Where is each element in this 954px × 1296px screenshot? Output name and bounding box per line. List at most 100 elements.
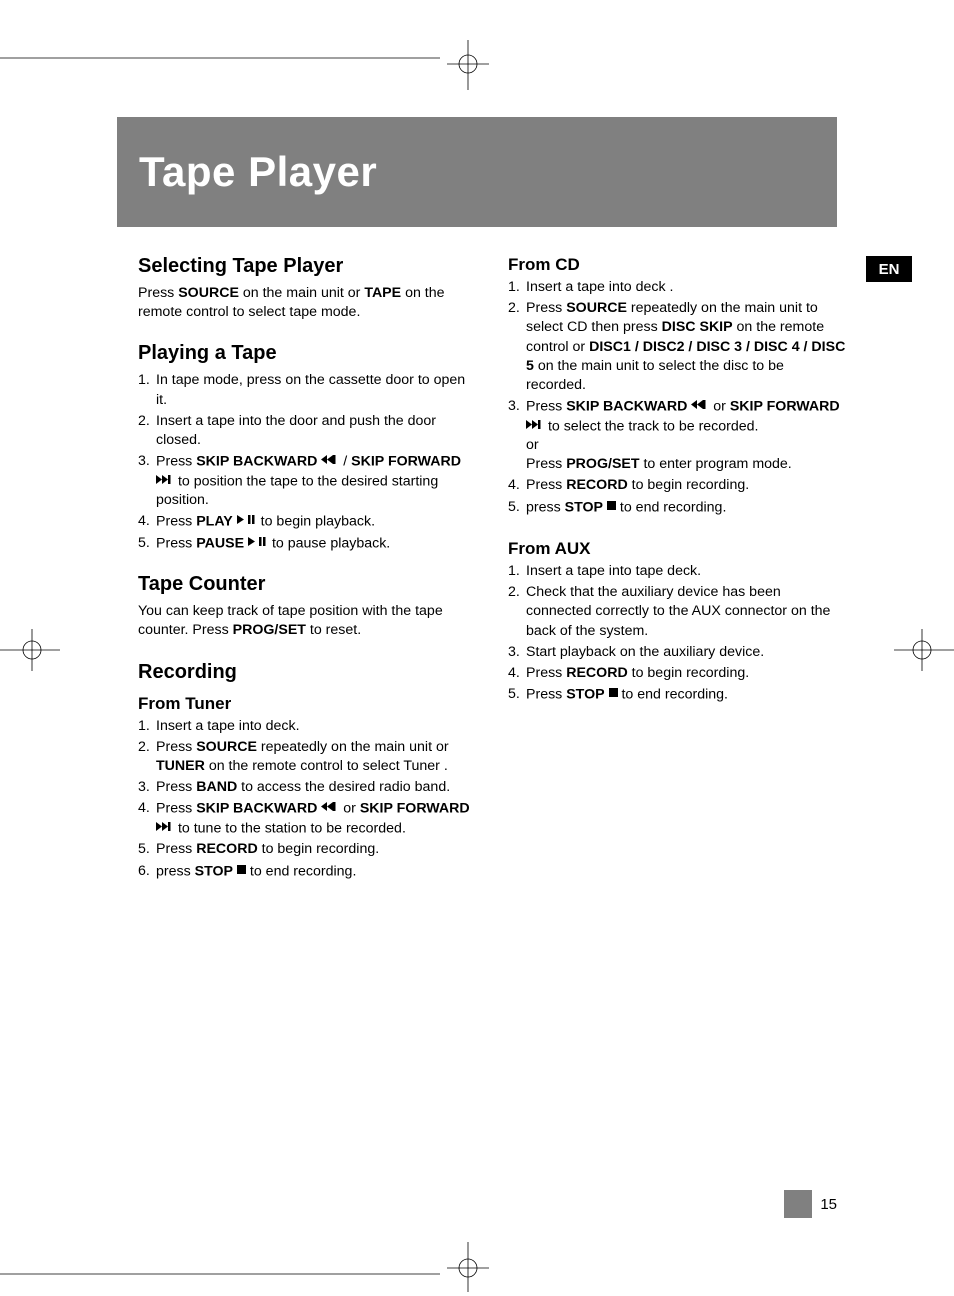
heading-counter: Tape Counter [138,573,476,596]
heading-playing: Playing a Tape [138,342,476,365]
language-badge: EN [866,256,912,282]
skip-forward-icon [156,818,174,837]
text: to position the tape to the desired star… [156,473,438,508]
text-bold: SKIP FORWARD [360,801,470,817]
text: Press [526,398,566,414]
para-counter: You can keep track of tape position with… [138,602,476,640]
list-item: 6.press STOP to end recording. [138,862,476,882]
heading-recording: Recording [138,661,476,684]
list-num: 6. [138,862,156,882]
subheading-tuner: From Tuner [138,694,476,714]
list-text: press STOP to end recording. [156,862,476,882]
text-bold: PROG/SET [566,456,639,472]
list-item: 2.Check that the auxiliary device has be… [508,583,846,641]
list-num: 5. [508,685,526,705]
list-num: 4. [138,512,156,532]
para-selecting: Press SOURCE on the main unit or TAPE on… [138,284,476,322]
list-num: 3. [508,397,526,474]
skip-backward-icon [321,451,339,470]
text-bold: STOP [566,686,604,702]
page-title: Tape Player [139,148,377,196]
text-bold: SKIP BACKWARD [196,801,317,817]
text: Press [156,779,196,795]
text: press [526,499,565,515]
list-item: 4.Press RECORD to begin recording. [508,664,846,683]
text-bold: RECORD [196,841,257,857]
play-pause-icon [248,533,268,552]
stop-icon [607,497,616,516]
list-text: Insert a tape into tape deck. [526,562,846,581]
list-item: 4.Press PLAY to begin playback. [138,512,476,532]
list-item: 2.Insert a tape into the door and push t… [138,412,476,450]
list-text: Press PAUSE to pause playback. [156,534,476,554]
text: or [339,801,360,817]
list-tuner: 1.Insert a tape into deck. 2.Press SOURC… [138,717,476,881]
list-text: Insert a tape into the door and push the… [156,412,476,450]
crop-mark-left [0,620,70,680]
crop-mark-bottom [0,1226,500,1296]
list-item: 1.Insert a tape into tape deck. [508,562,846,581]
text: to end recording. [616,499,726,515]
title-banner: Tape Player [117,117,837,227]
list-text: Press RECORD to begin recording. [156,840,476,859]
crop-mark-right [884,620,954,680]
text-bold: SKIP FORWARD [351,453,461,469]
list-num: 3. [508,643,526,662]
stop-icon [609,684,618,703]
list-num: 1. [508,562,526,581]
list-aux: 1.Insert a tape into tape deck. 2.Check … [508,562,846,705]
list-text: Check that the auxiliary device has been… [526,583,846,641]
stop-icon [237,861,246,880]
list-item: 5.Press STOP to end recording. [508,685,846,705]
text-bold: PROG/SET [233,622,306,638]
list-text: Insert a tape into deck. [156,717,476,736]
list-num: 4. [138,799,156,838]
text: Press [156,453,196,469]
list-num: 2. [138,412,156,450]
list-item: 1.Insert a tape into deck . [508,278,846,297]
list-num: 5. [138,534,156,554]
list-text: press STOP to end recording. [526,498,846,518]
page-number: 15 [820,1196,837,1213]
text: Press [138,285,178,301]
text-bold: DISC SKIP [662,319,733,335]
list-num: 2. [508,583,526,641]
text: Press [526,300,566,316]
text: Press [156,801,196,817]
list-item: 2.Press SOURCE repeatedly on the main un… [138,738,476,776]
list-item: 4.Press SKIP BACKWARD or SKIP FORWARD to… [138,799,476,838]
list-item: 5.Press PAUSE to pause playback. [138,534,476,554]
list-item: 5.Press RECORD to begin recording. [138,840,476,859]
subheading-aux: From AUX [508,539,846,559]
text: on the main unit or [239,285,364,301]
list-item: 3.Start playback on the auxiliary device… [508,643,846,662]
text: press [156,863,195,879]
text: to end recording. [246,863,356,879]
list-num: 5. [138,840,156,859]
list-num: 4. [508,476,526,495]
list-num: 5. [508,498,526,518]
text: to end recording. [618,686,728,702]
skip-forward-icon [526,416,544,435]
text: to begin recording. [628,477,749,493]
list-item: 3.Press SKIP BACKWARD or SKIP FORWARD to… [508,397,846,474]
text: to enter program mode. [640,456,792,472]
skip-backward-icon [691,396,709,415]
text: or [709,398,730,414]
text: Press [526,686,566,702]
left-column: Selecting Tape Player Press SOURCE on th… [138,255,476,883]
text-bold: PLAY [196,514,233,530]
list-text: In tape mode, press on the cassette door… [156,371,476,409]
text-bold: RECORD [566,477,627,493]
text-bold: SOURCE [196,739,257,755]
heading-selecting: Selecting Tape Player [138,255,476,278]
list-num: 3. [138,778,156,797]
page-number-box: 15 [784,1190,837,1218]
text: to tune to the station to be recorded. [174,820,406,836]
text-bold: PAUSE [196,535,244,551]
list-item: 3.Press BAND to access the desired radio… [138,778,476,797]
list-num: 1. [138,371,156,409]
text: Press [526,665,566,681]
list-num: 3. [138,452,156,510]
list-item: 2.Press SOURCE repeatedly on the main un… [508,299,846,395]
